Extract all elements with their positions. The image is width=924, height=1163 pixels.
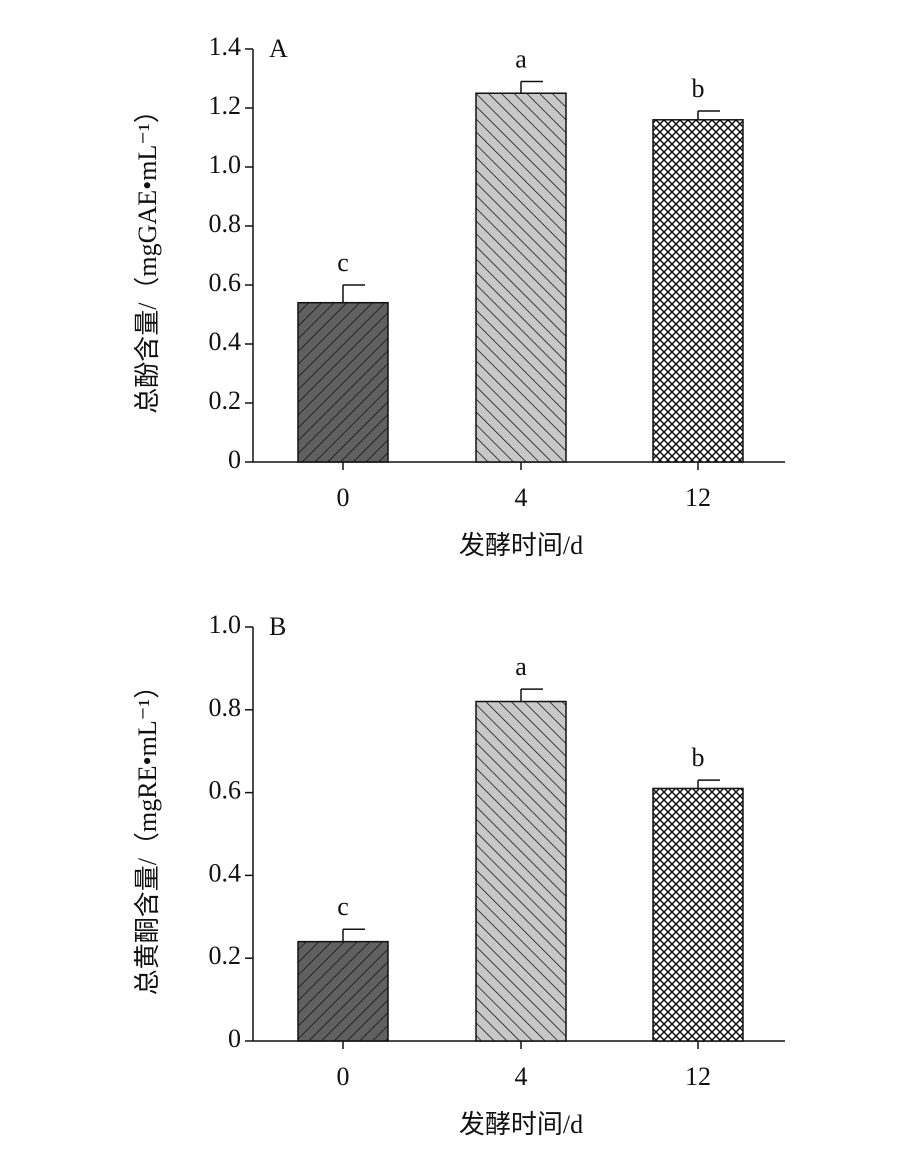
bar bbox=[652, 119, 744, 463]
y-tick-label: 1.0 bbox=[209, 150, 242, 179]
y-tick-label: 1.4 bbox=[209, 32, 242, 61]
x-tick-label: 12 bbox=[685, 1062, 711, 1091]
y-tick-label: 0 bbox=[228, 1024, 241, 1053]
y-tick-label: 0.8 bbox=[209, 209, 242, 238]
bar bbox=[652, 787, 744, 1042]
y-tick-label: 0.4 bbox=[209, 858, 242, 887]
x-axis-title: 发酵时间/d bbox=[459, 531, 583, 560]
y-axis-title: 总酚含量/（mgGAE•mL⁻¹） bbox=[133, 97, 162, 414]
significance-letter: a bbox=[515, 44, 527, 73]
x-tick-label: 12 bbox=[685, 483, 711, 512]
y-tick-label: 0.2 bbox=[209, 386, 242, 415]
y-tick-label: 1.2 bbox=[209, 91, 242, 120]
y-tick-label: 0.6 bbox=[209, 268, 242, 297]
significance-letter: c bbox=[337, 248, 349, 277]
y-tick-label: 0.6 bbox=[209, 776, 242, 805]
y-tick-label: 0 bbox=[228, 445, 241, 474]
y-tick-label: 0.8 bbox=[209, 693, 242, 722]
bar bbox=[297, 301, 389, 463]
bar bbox=[297, 940, 389, 1042]
x-axis-title: 发酵时间/d bbox=[459, 1110, 583, 1139]
bar bbox=[475, 92, 567, 463]
bar bbox=[475, 700, 567, 1042]
y-tick-label: 1.0 bbox=[209, 610, 242, 639]
significance-letter: c bbox=[337, 892, 349, 921]
y-tick-label: 0.2 bbox=[209, 941, 242, 970]
x-tick-label: 4 bbox=[515, 483, 528, 512]
y-tick-label: 0.4 bbox=[209, 327, 242, 356]
significance-letter: b bbox=[692, 743, 705, 772]
significance-letter: a bbox=[515, 652, 527, 681]
x-tick-label: 0 bbox=[337, 1062, 350, 1091]
x-tick-label: 4 bbox=[515, 1062, 528, 1091]
x-tick-label: 0 bbox=[337, 483, 350, 512]
y-axis-title: 总黄酮含量/（mgRE•mL⁻¹） bbox=[133, 673, 162, 995]
significance-letter: b bbox=[692, 74, 705, 103]
panel-label: A bbox=[269, 34, 288, 63]
panel-label: B bbox=[269, 612, 286, 641]
